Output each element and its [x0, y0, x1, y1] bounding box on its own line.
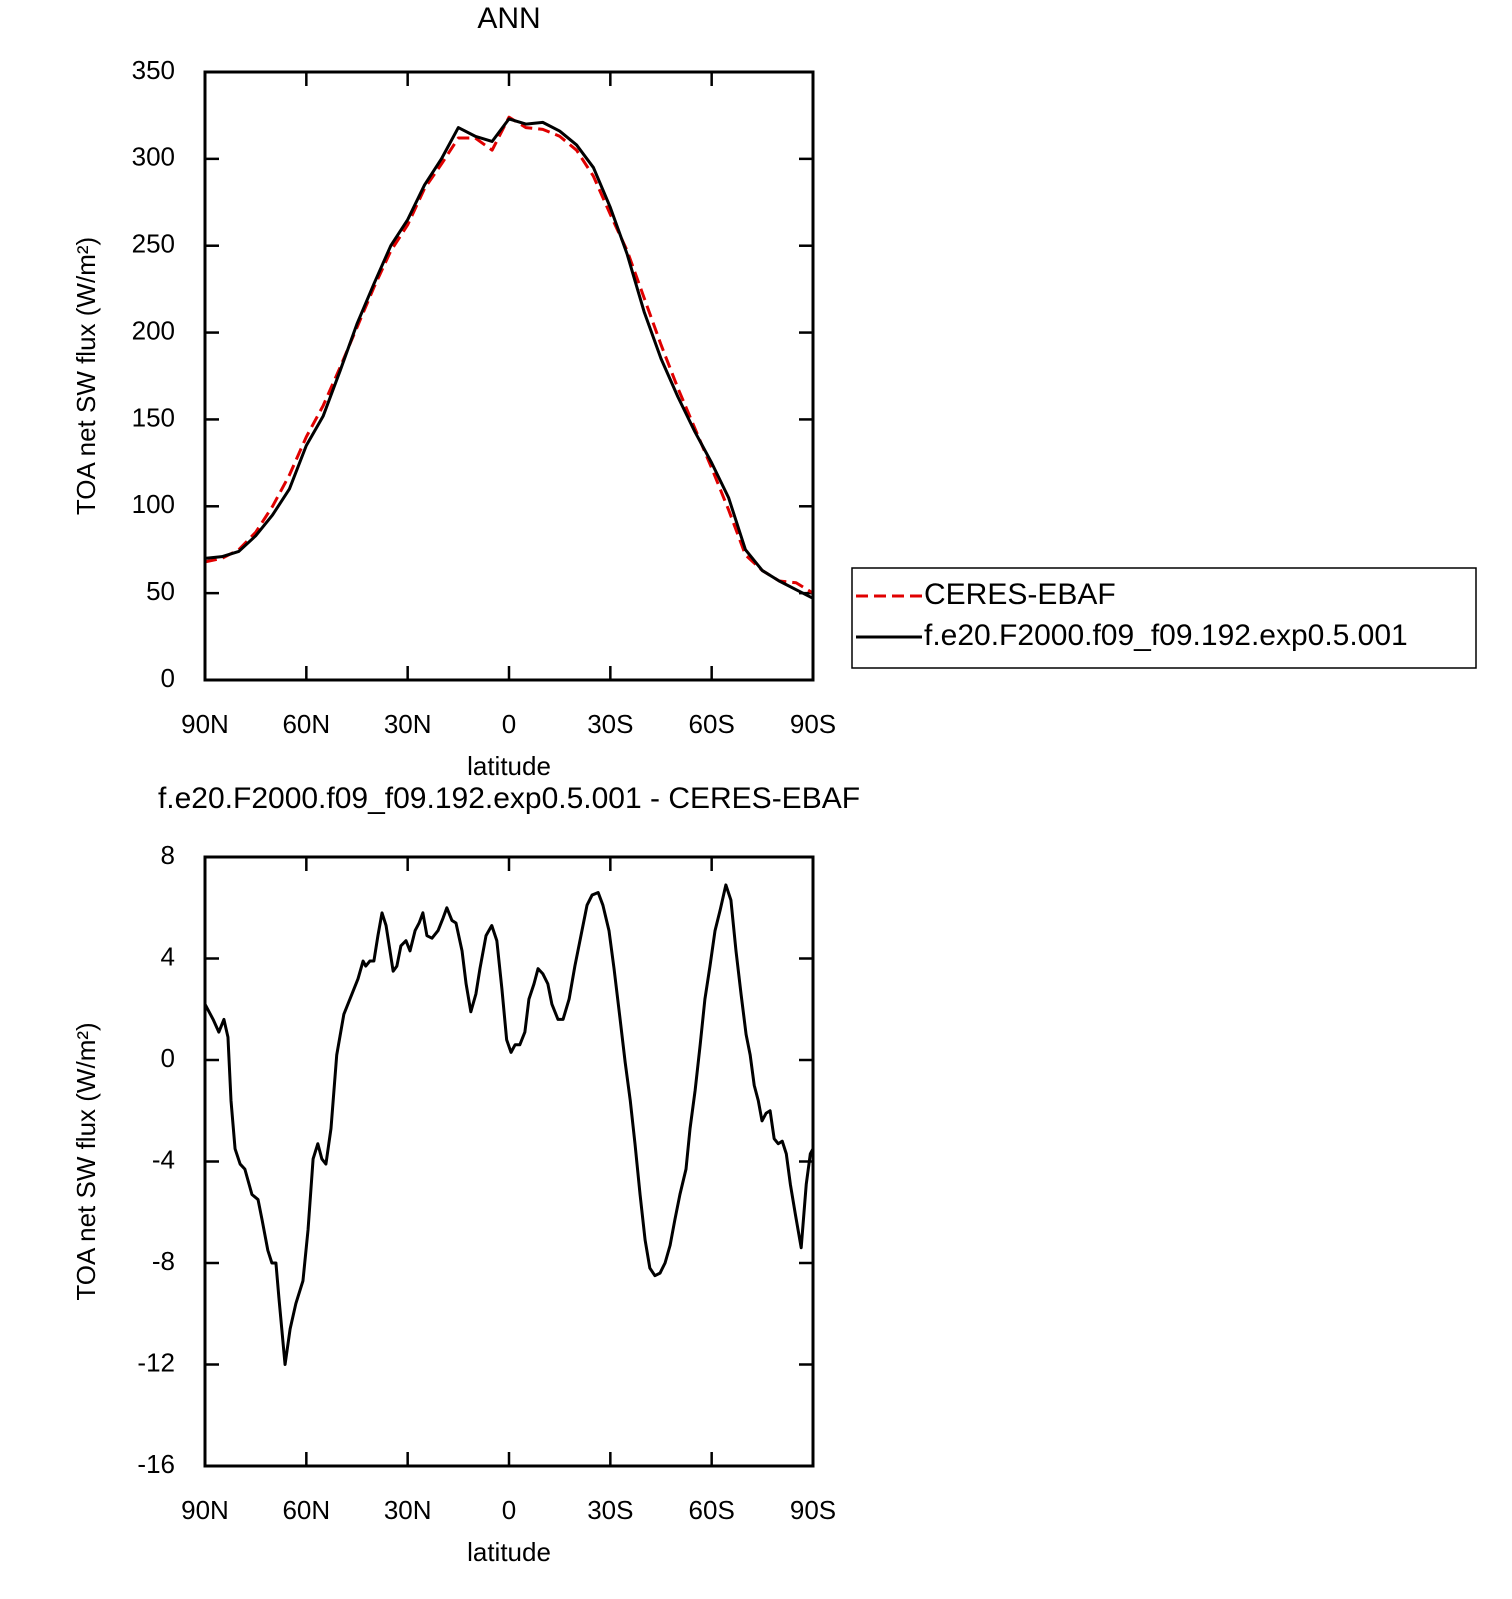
legend-label: CERES-EBAF — [924, 578, 1116, 611]
y-tick-label: 50 — [146, 576, 175, 606]
y-tick-label: 300 — [132, 142, 175, 172]
y-axis-label: TOA net SW flux (W/m²) — [71, 1022, 101, 1300]
y-tick-label: 350 — [132, 55, 175, 85]
y-tick-label: 150 — [132, 402, 175, 432]
y-tick-label: 4 — [161, 941, 175, 971]
plot-frame — [203, 70, 815, 682]
x-tick-label: 90S — [790, 709, 836, 739]
x-tick-label: 30S — [587, 709, 633, 739]
x-tick-label: 90S — [790, 1495, 836, 1525]
y-tick-label: -4 — [152, 1144, 175, 1174]
x-tick-label: 30S — [587, 1495, 633, 1525]
x-tick-label: 90N — [181, 709, 229, 739]
legend-box — [851, 567, 1477, 669]
x-tick-label: 60S — [689, 709, 735, 739]
legend: CERES-EBAF f.e20.F2000.f09_f09.192.exp0.5… — [851, 567, 1477, 669]
x-tick-label: 0 — [502, 709, 516, 739]
y-tick-label: -8 — [152, 1246, 175, 1276]
y-tick-label: 8 — [161, 840, 175, 870]
y-tick-label: 250 — [132, 229, 175, 259]
x-tick-label: 60N — [282, 1495, 330, 1525]
x-tick-label: 0 — [502, 1495, 516, 1525]
x-tick-label: 90N — [181, 1495, 229, 1525]
x-tick-label: 60S — [689, 1495, 735, 1525]
data-line — [204, 115, 814, 595]
data-line — [203, 883, 815, 1366]
plot-frame — [203, 855, 815, 1468]
legend-label: f.e20.F2000.f09_f09.192.exp0.5.001 — [924, 619, 1408, 652]
chart-title: ANN — [477, 2, 540, 35]
x-tick-label: 30N — [384, 709, 432, 739]
x-tick-label: 60N — [282, 709, 330, 739]
y-tick-label: -16 — [137, 1449, 175, 1479]
data-line — [204, 117, 814, 600]
x-axis-label: latitude — [467, 1537, 551, 1567]
y-tick-label: -12 — [137, 1347, 175, 1377]
chart-title: f.e20.F2000.f09_f09.192.exp0.5.001 - CER… — [158, 782, 860, 815]
x-tick-label: 30N — [384, 1495, 432, 1525]
y-tick-label: 0 — [161, 663, 175, 693]
y-tick-label: 200 — [132, 315, 175, 345]
y-axis-label: TOA net SW flux (W/m²) — [71, 237, 101, 515]
x-axis-label: latitude — [467, 751, 551, 781]
y-tick-label: 100 — [132, 489, 175, 519]
y-tick-label: 0 — [161, 1043, 175, 1073]
